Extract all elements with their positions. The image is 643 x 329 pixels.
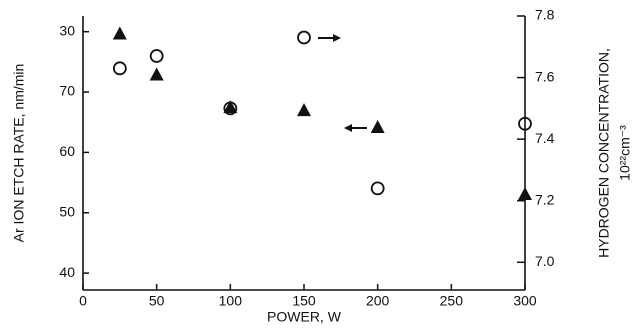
circle-point xyxy=(223,101,238,116)
circle-point xyxy=(112,61,127,76)
x-tick-label: 100 xyxy=(219,293,243,309)
y-axis-title: Ar ION ETCH RATE, nm/min xyxy=(11,64,27,243)
triangle-point xyxy=(297,103,311,117)
y2-tick-label: 7.6 xyxy=(535,68,555,84)
y2-axis-title: 10²²cm⁻³ xyxy=(617,125,633,181)
y-tick-label: 70 xyxy=(59,83,75,99)
circle-point xyxy=(370,181,385,196)
x-tick-label: 200 xyxy=(366,293,390,309)
triangle-point xyxy=(149,67,164,81)
y-tick-label: 40 xyxy=(59,264,75,280)
arrow-right xyxy=(318,34,341,42)
y2-tick-label: 7.4 xyxy=(535,130,555,146)
y2-axis-title: HYDROGEN CONCENTRATION, xyxy=(596,48,612,258)
circle-point xyxy=(149,49,164,63)
circle-point xyxy=(518,116,532,131)
arrow-left xyxy=(344,124,367,132)
x-tick-label: 250 xyxy=(440,293,464,309)
triangle-point xyxy=(112,26,127,40)
x-axis-title: POWER, W xyxy=(267,309,342,325)
y2-tick-label: 7.2 xyxy=(535,191,555,207)
y-tick-label: 50 xyxy=(59,203,75,219)
y-tick-label: 30 xyxy=(59,22,75,38)
x-tick-label: 300 xyxy=(513,293,537,309)
triangle-point xyxy=(518,187,532,201)
y2-tick-label: 7.8 xyxy=(535,7,555,23)
y2-tick-label: 7.0 xyxy=(535,253,555,269)
x-tick-label: 150 xyxy=(292,293,316,309)
x-tick-label: 0 xyxy=(79,293,87,309)
circle-point xyxy=(297,30,311,45)
triangle-point xyxy=(223,100,238,114)
y-tick-label: 60 xyxy=(59,143,75,159)
x-tick-label: 50 xyxy=(149,293,165,309)
triangle-point xyxy=(370,120,385,134)
